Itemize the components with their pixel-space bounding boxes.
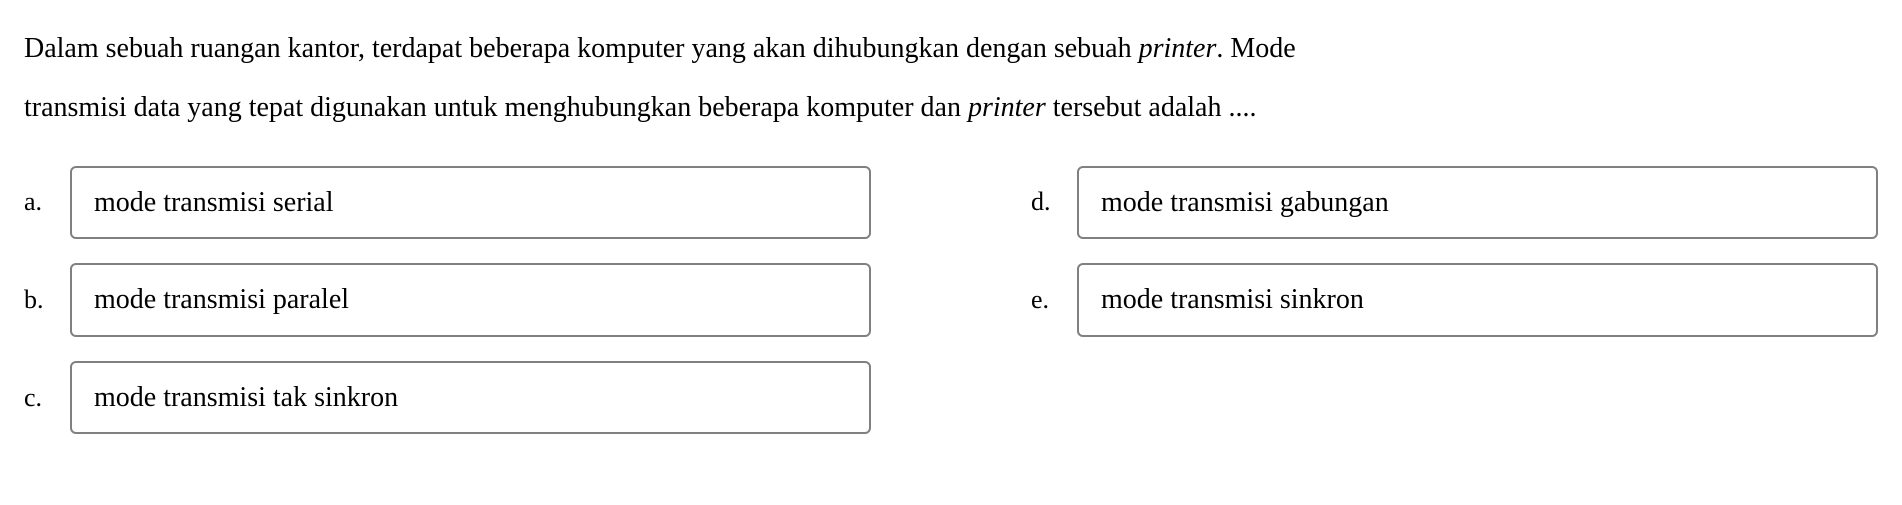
option-d[interactable]: d. mode transmisi gabungan — [1031, 166, 1878, 240]
option-letter: e. — [1031, 285, 1059, 315]
option-box: mode transmisi gabungan — [1077, 166, 1878, 240]
question-em: printer — [968, 92, 1046, 123]
question-part: . Mode — [1216, 33, 1295, 64]
question-part: Dalam sebuah ruangan kantor, terdapat be… — [24, 33, 1139, 64]
question-line-2: transmisi data yang tepat digunakan untu… — [24, 79, 1878, 138]
option-box: mode transmisi serial — [70, 166, 871, 240]
option-e[interactable]: e. mode transmisi sinkron — [1031, 263, 1878, 337]
options-grid: a. mode transmisi serial d. mode transmi… — [24, 166, 1878, 435]
option-b[interactable]: b. mode transmisi paralel — [24, 263, 871, 337]
option-c[interactable]: c. mode transmisi tak sinkron — [24, 361, 871, 435]
option-letter: d. — [1031, 187, 1059, 217]
option-box: mode transmisi tak sinkron — [70, 361, 871, 435]
option-letter: a. — [24, 187, 52, 217]
option-text: mode transmisi sinkron — [1101, 284, 1364, 315]
option-letter: c. — [24, 383, 52, 413]
option-box: mode transmisi sinkron — [1077, 263, 1878, 337]
question-line-1: Dalam sebuah ruangan kantor, terdapat be… — [24, 20, 1878, 79]
option-a[interactable]: a. mode transmisi serial — [24, 166, 871, 240]
option-text: mode transmisi tak sinkron — [94, 382, 398, 413]
question-em: printer — [1139, 33, 1217, 64]
question-part: tersebut adalah .... — [1046, 92, 1257, 123]
question-text: Dalam sebuah ruangan kantor, terdapat be… — [24, 20, 1878, 138]
option-text: mode transmisi paralel — [94, 284, 349, 315]
option-text: mode transmisi serial — [94, 187, 334, 218]
option-text: mode transmisi gabungan — [1101, 187, 1389, 218]
option-box: mode transmisi paralel — [70, 263, 871, 337]
question-part: transmisi data yang tepat digunakan untu… — [24, 92, 968, 123]
option-letter: b. — [24, 285, 52, 315]
